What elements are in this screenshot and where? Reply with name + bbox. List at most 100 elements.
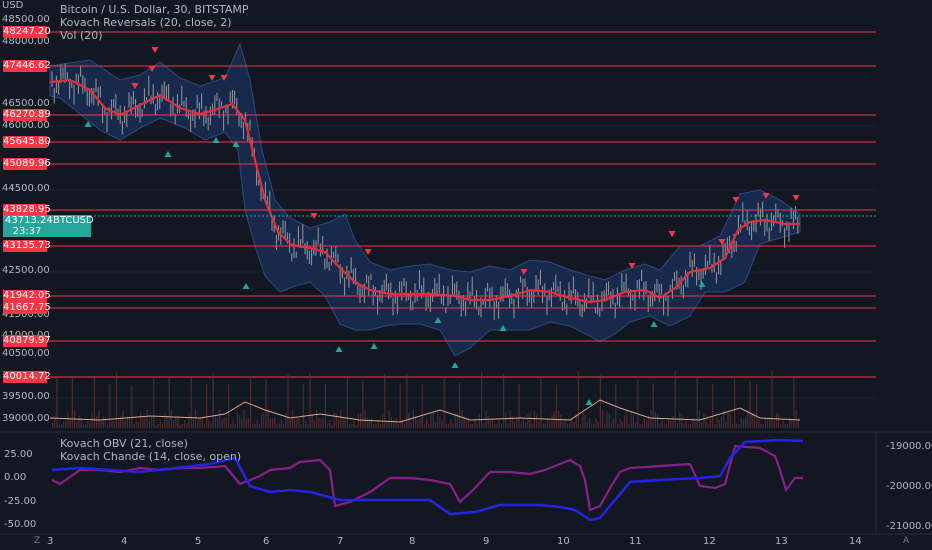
volume-bar (441, 420, 443, 428)
volume-bar (791, 419, 793, 428)
volume-bar (773, 420, 775, 428)
volume-bar (665, 423, 667, 428)
volume-bar (694, 420, 696, 428)
volume-bar (426, 419, 428, 428)
time-axis-label[interactable]: 4 (121, 536, 128, 547)
level-label: 45089.96 (3, 158, 51, 170)
time-axis-label[interactable]: 10 (557, 536, 570, 547)
volume-bar (311, 414, 313, 428)
volume-bar (65, 421, 67, 428)
volume-bar (632, 414, 634, 428)
volume-bar (533, 410, 535, 428)
volume-bar (166, 416, 168, 428)
volume-bar (472, 423, 474, 428)
time-axis-label[interactable]: 11 (629, 536, 642, 547)
volume-bar (96, 415, 98, 428)
volume-bar (366, 417, 368, 428)
log-scale-icon[interactable]: Z (34, 536, 41, 546)
time-axis-label[interactable]: 9 (483, 536, 490, 547)
volume-bar (432, 412, 434, 428)
volume-bar (379, 424, 381, 428)
sub-legend[interactable]: Kovach OBV (21, close) Kovach Chande (14… (60, 437, 241, 463)
sell-marker (208, 75, 216, 81)
volume-bar (318, 417, 320, 428)
time-axis-label[interactable]: 5 (195, 536, 202, 547)
volume-bar (610, 422, 612, 428)
time-axis-label[interactable]: 12 (703, 536, 716, 547)
volume-bar (135, 420, 137, 428)
main-legend[interactable]: Bitcoin / U.S. Dollar, 30, BITSTAMP Kova… (60, 3, 249, 42)
volume-bar (450, 418, 452, 428)
volume-bar (584, 414, 586, 428)
volume-bar (648, 415, 650, 428)
time-axis-label[interactable]: 3 (47, 536, 54, 547)
volume-bar (122, 409, 124, 428)
indicator-obv[interactable]: Kovach OBV (21, close) (60, 437, 188, 450)
volume-bar (373, 424, 375, 428)
volume-bar (298, 417, 300, 428)
volume-bar (212, 372, 214, 428)
volume-bar (467, 418, 469, 428)
level-label: 46270.89 (3, 109, 51, 121)
indicator-reversals[interactable]: Kovach Reversals (20, close, 2) (60, 16, 232, 29)
volume-bar (52, 422, 54, 428)
volume-bar (542, 423, 544, 428)
volume-bar (795, 409, 797, 428)
time-axis-label[interactable]: 14 (849, 536, 862, 547)
level-label: 41942.05 (3, 290, 51, 302)
buy-marker (434, 317, 442, 323)
symbol-title[interactable]: Bitcoin / U.S. Dollar, 30, BITSTAMP (60, 3, 249, 16)
sub-right-label: -20000.00 (886, 481, 932, 492)
volume-bar (294, 418, 296, 428)
time-axis-label[interactable]: 6 (263, 536, 270, 547)
volume-bar (309, 372, 311, 428)
volume-bar (316, 409, 318, 428)
volume-bar (670, 420, 672, 428)
indicator-chande[interactable]: Kovach Chande (14, close, open) (60, 450, 242, 463)
volume-bar (371, 417, 373, 428)
volume-bar (421, 384, 423, 428)
volume-bar (527, 414, 529, 428)
volume-bar (734, 379, 736, 428)
volume-bar (478, 414, 480, 428)
moving-average-line (49, 78, 800, 304)
auto-scale-icon[interactable]: A (903, 536, 910, 546)
volume-bar (388, 409, 390, 428)
volume-bar (353, 419, 355, 428)
volume-bar (529, 411, 531, 428)
sell-marker (310, 213, 318, 219)
volume-bar (608, 414, 610, 428)
price-axis-label: 44500.00 (2, 183, 50, 194)
volume-bar (228, 384, 230, 428)
buy-marker (212, 137, 220, 143)
volume-bar (461, 410, 463, 428)
volume-bar (252, 424, 254, 428)
time-axis-label[interactable]: 8 (409, 536, 416, 547)
sub-left-label: -50.00 (4, 519, 37, 530)
volume-bar (232, 420, 234, 428)
volume-bar (93, 377, 95, 428)
volume-bar (540, 378, 542, 428)
time-axis-label[interactable]: 13 (775, 536, 788, 547)
volume-bar (723, 409, 725, 428)
volume-bar (390, 416, 392, 428)
volume-bar (606, 411, 608, 428)
volume-bar (536, 415, 538, 428)
volume-bar (368, 419, 370, 428)
volume-bar (250, 377, 252, 428)
volume-bar (197, 419, 199, 428)
volume-bar (393, 419, 395, 428)
volume-bar (285, 412, 287, 428)
volume-bar (593, 423, 595, 428)
volume-bar (588, 418, 590, 428)
price-axis-label: 48000.00 (2, 36, 50, 47)
volume-bar (320, 418, 322, 428)
volume-bar (210, 423, 212, 428)
indicator-volume[interactable]: Vol (20) (60, 29, 103, 42)
volume-bar (727, 412, 729, 428)
time-axis-label[interactable]: 7 (337, 536, 344, 547)
price-axis-label: 40500.00 (2, 348, 50, 359)
level-label: 47446.62 (3, 60, 51, 72)
volume-bar (701, 422, 703, 428)
